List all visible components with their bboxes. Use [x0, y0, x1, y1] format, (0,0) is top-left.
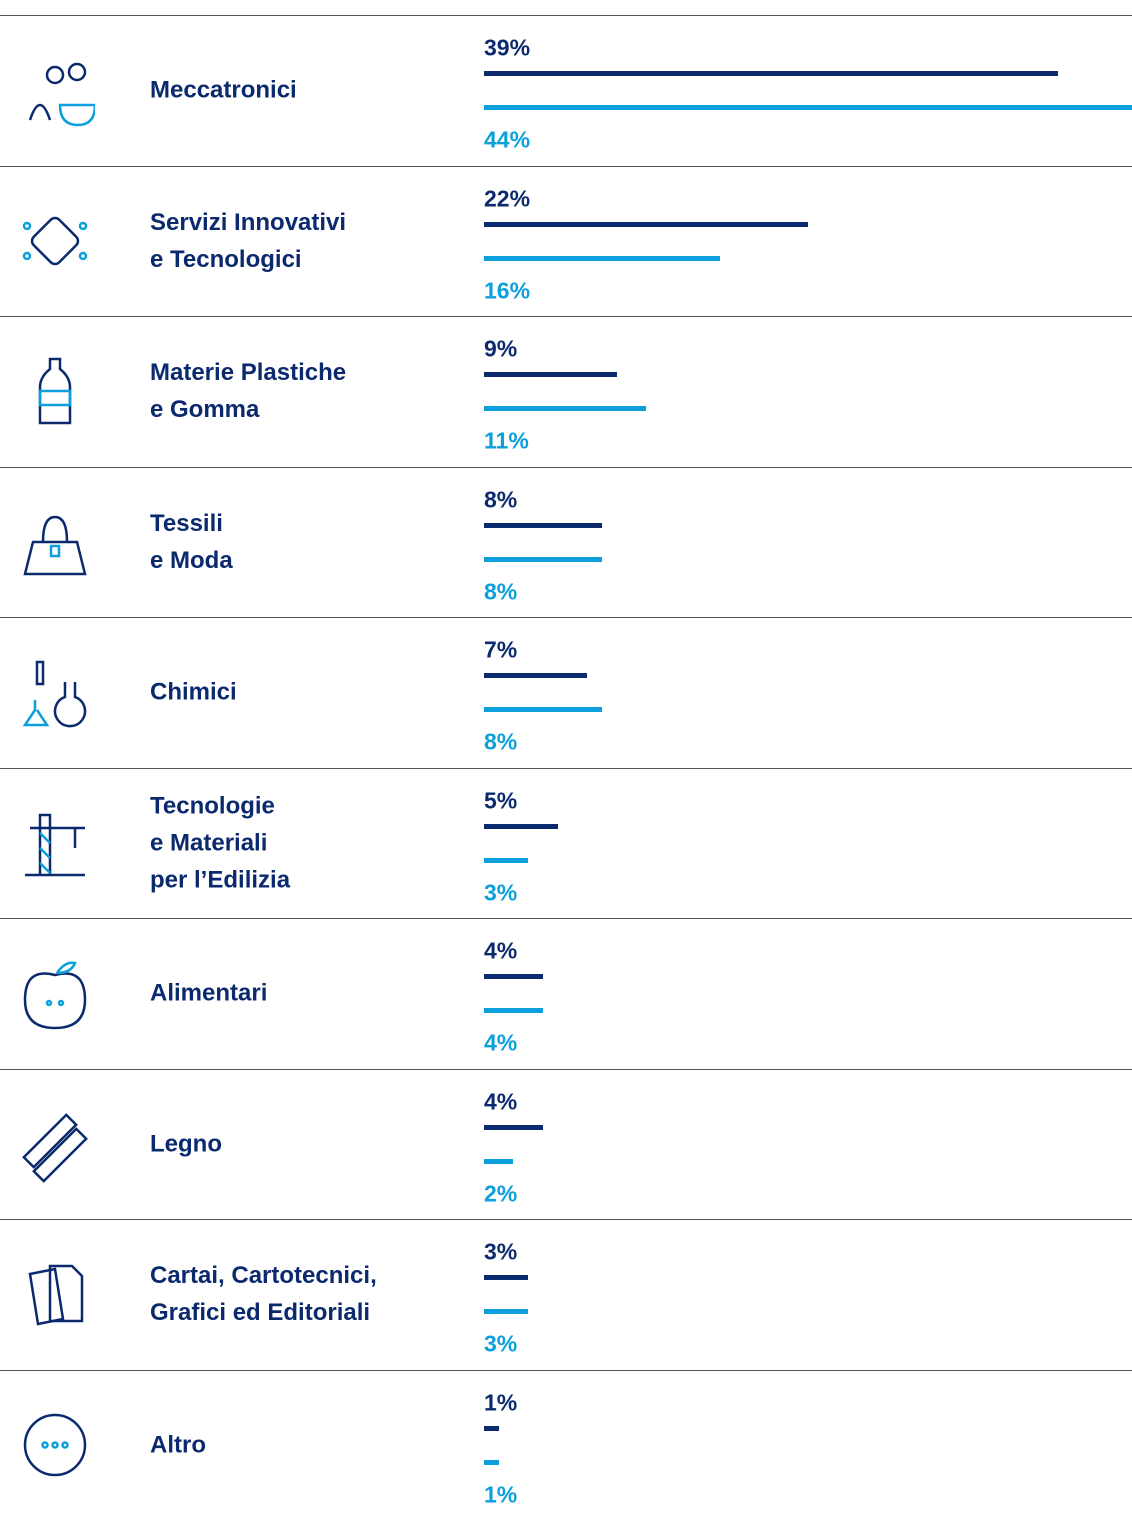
bar [484, 1459, 499, 1465]
value-label: 5% [484, 787, 518, 813]
value-label: 1% [484, 1389, 518, 1415]
value-label: 16% [484, 277, 531, 303]
value-label: 7% [484, 636, 518, 663]
bar [484, 857, 529, 863]
value-label: 3% [484, 1238, 518, 1265]
row-separator [0, 316, 1132, 317]
row-separator [0, 165, 1132, 167]
value-label: 8% [484, 486, 518, 512]
row-separator [0, 466, 1132, 468]
value-label: 9% [484, 335, 518, 362]
category-label: Meccatronici [150, 76, 297, 104]
bar [484, 673, 588, 678]
bar [484, 105, 1132, 110]
category-label: Altro [150, 1431, 206, 1459]
row-separator [0, 1369, 1132, 1371]
category-icon [23, 961, 87, 1030]
value-label: 1% [484, 1481, 518, 1507]
value-label: 44% [484, 126, 531, 153]
value-label: 22% [484, 185, 531, 211]
category-icon [22, 1112, 88, 1183]
bar [484, 1425, 499, 1431]
category-icon [23, 515, 87, 575]
bar [484, 522, 602, 528]
bar [484, 71, 1059, 76]
bar [484, 255, 720, 261]
row-separator [0, 617, 1132, 618]
bar [484, 221, 808, 227]
value-label: 8% [484, 578, 518, 604]
bar [484, 974, 543, 979]
category-label: Chimici [150, 678, 237, 706]
category-label: Tecnologie e Materiali per l’Edilizia [150, 792, 291, 894]
category-icon [38, 358, 72, 425]
category-icon [23, 1413, 87, 1476]
bar [484, 1309, 529, 1314]
bar [484, 372, 617, 377]
bar [484, 1124, 543, 1130]
bar [484, 1008, 543, 1013]
bar [484, 707, 602, 712]
value-label: 4% [484, 1088, 518, 1114]
category-icon [25, 813, 85, 876]
category-label: Cartai, Cartotecnici, Grafici ed Editori… [150, 1262, 377, 1327]
category-icon [22, 661, 87, 728]
value-label: 39% [484, 34, 531, 61]
bar [484, 823, 558, 829]
category-icon [22, 216, 88, 265]
category-icon [28, 63, 95, 127]
value-label: 4% [484, 1029, 518, 1056]
row-separator [0, 15, 1132, 16]
category-label: Legno [150, 1130, 222, 1158]
bar [484, 406, 646, 411]
category-label: Materie Plastiche e Gomma [150, 359, 347, 424]
value-label: 3% [484, 879, 518, 905]
value-label: 2% [484, 1180, 518, 1206]
bar [484, 556, 602, 562]
category-label: Alimentari [150, 979, 268, 1007]
bar [484, 1158, 514, 1164]
row-separator [0, 918, 1132, 919]
category-icon [28, 1265, 84, 1326]
category-label: Servizi Innovativi e Tecnologici [150, 208, 347, 273]
value-label: 3% [484, 1330, 518, 1357]
value-label: 8% [484, 728, 518, 755]
value-label: 11% [484, 427, 529, 454]
row-separator [0, 1068, 1132, 1070]
bar [484, 1275, 529, 1280]
row-separator [0, 1219, 1132, 1220]
value-label: 4% [484, 937, 518, 964]
category-label: Tessili e Moda [150, 509, 233, 574]
row-separator [0, 767, 1132, 769]
